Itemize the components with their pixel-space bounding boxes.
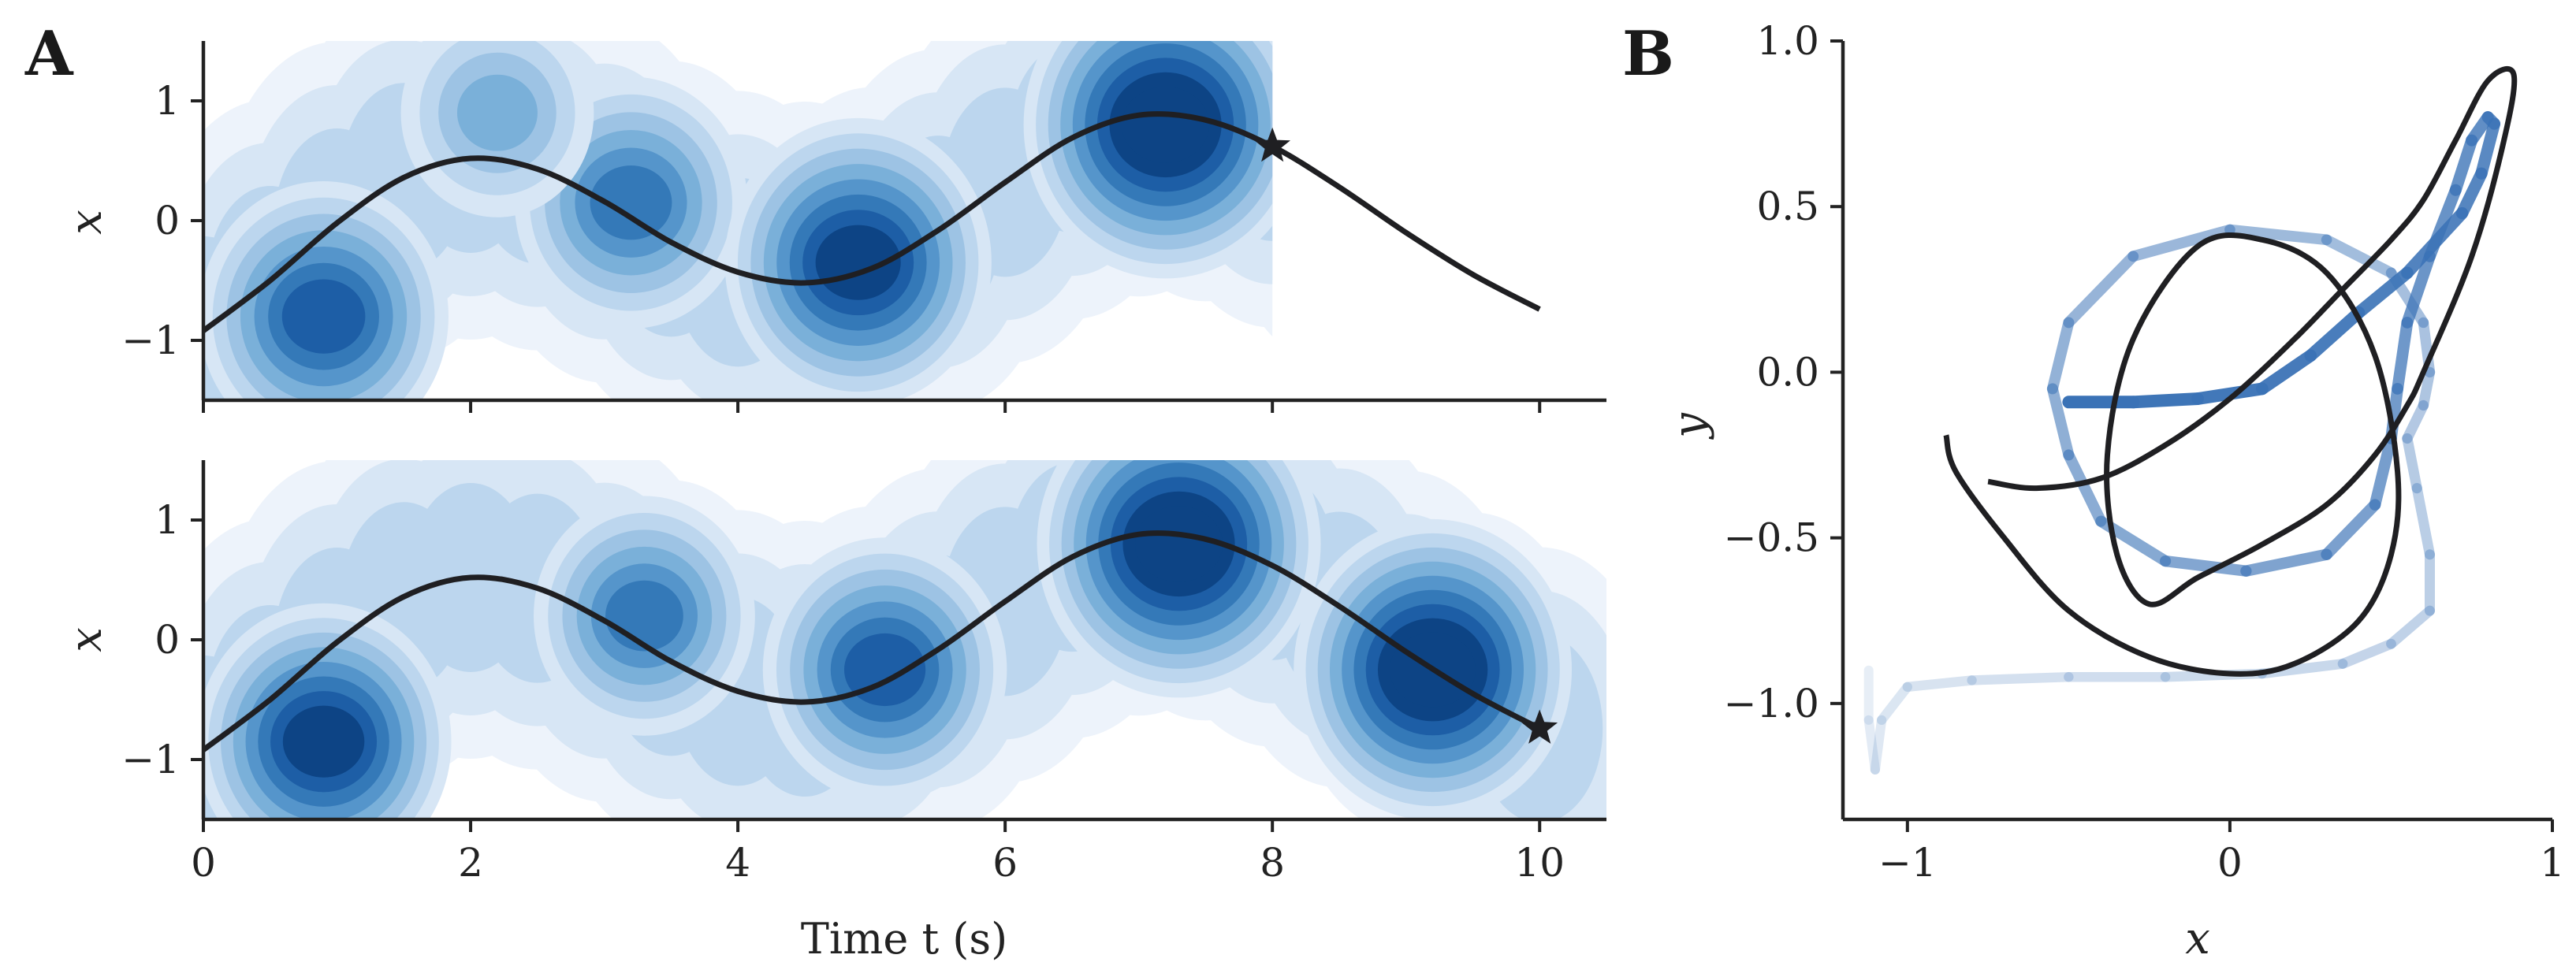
x-tick-label: 1 xyxy=(2540,840,2565,886)
blue-trajectory-segment xyxy=(2337,638,2396,669)
density-contour xyxy=(282,705,365,778)
density-contour xyxy=(590,165,672,240)
x-tick-label: −1 xyxy=(1878,840,1937,886)
blue-trajectory-segment xyxy=(2401,206,2469,280)
blue-trajectory-segment xyxy=(1902,675,1977,692)
blue-trajectory-segment xyxy=(2159,555,2252,577)
panel-b: −1.0 −0.5 0.0 0.5 1.0 −1 0 1 B y x xyxy=(1622,18,2565,964)
y-tick-label: 0 xyxy=(154,617,180,663)
blue-trajectory-segment xyxy=(2449,134,2478,196)
y-tick-label: −1 xyxy=(121,737,180,782)
y-tick-label: 0.0 xyxy=(1756,349,1819,395)
y-tick-label: −0.5 xyxy=(1724,515,1819,561)
blue-trajectory-segment xyxy=(2191,382,2269,405)
blue-trajectory-segment xyxy=(2304,306,2366,362)
a-bottom-star-marker xyxy=(1521,709,1558,744)
x-tick-label: 4 xyxy=(725,840,750,886)
blue-trajectory-segment xyxy=(2402,399,2429,444)
a-bottom-xlabel: Time t (s) xyxy=(801,914,1007,964)
blue-trajectory-segment xyxy=(2418,366,2436,411)
y-tick-label: 1 xyxy=(154,497,180,543)
blue-trajectory-segment xyxy=(2046,317,2075,395)
density-contour xyxy=(281,279,366,354)
blue-trajectory-segment xyxy=(2386,605,2435,649)
blue-trajectory-segment xyxy=(2369,433,2397,511)
density-contour xyxy=(605,580,683,652)
density-contour xyxy=(1122,87,1210,163)
blue-trajectory-segment xyxy=(2063,251,2139,329)
blue-trajectory-segment xyxy=(2255,349,2317,396)
blue-trajectory-segment xyxy=(1870,715,1887,775)
a-bottom-trajectory-line xyxy=(203,530,1541,752)
blue-trajectory-segment xyxy=(1967,672,2074,685)
blue-trajectory-segment xyxy=(2224,224,2332,246)
y-tick-label: −1 xyxy=(121,318,180,363)
a-top-trajectory-line xyxy=(203,111,1541,333)
a-top-density-contours xyxy=(203,41,1658,490)
blue-trajectory-segment xyxy=(2401,250,2436,329)
b-black-trajectory xyxy=(1943,65,2518,677)
blue-trajectory-segment xyxy=(1876,682,1912,726)
y-tick-label: 0 xyxy=(154,198,180,243)
b-xlabel: x xyxy=(2185,913,2210,964)
a-top-star-marker xyxy=(1254,127,1290,162)
b-ylabel: y xyxy=(1664,412,1715,440)
x-tick-label: 8 xyxy=(1260,840,1285,886)
density-contour xyxy=(1421,128,1658,490)
blue-trajectory-segment xyxy=(2063,449,2107,527)
y-tick-label: 1.0 xyxy=(1756,18,1819,64)
a-bottom-density-contours xyxy=(203,460,1606,819)
blue-trajectory-segment xyxy=(2046,383,2075,461)
blue-trajectory-segment xyxy=(2352,266,2414,319)
blue-trajectory-segment xyxy=(2392,317,2414,395)
x-tick-label: 10 xyxy=(1514,840,1565,886)
a-top-ylabel: x xyxy=(61,210,112,235)
y-tick-label: 0.5 xyxy=(1756,184,1819,229)
x-tick-label: 6 xyxy=(992,840,1018,886)
blue-trajectory-segment xyxy=(2127,392,2204,409)
blue-trajectory-segment xyxy=(2455,167,2488,220)
blue-trajectory-segment xyxy=(2402,433,2422,494)
x-tick-label: 0 xyxy=(191,840,216,886)
panel-label-b: B xyxy=(1622,18,1674,90)
blue-trajectory-segment xyxy=(1863,715,1880,775)
y-tick-label: −1.0 xyxy=(1724,681,1819,726)
blue-trajectory-segment xyxy=(2411,483,2436,560)
blue-trajectory-segment xyxy=(2321,234,2397,279)
density-contour xyxy=(456,74,538,151)
panel-label-a: A xyxy=(24,18,74,90)
blue-trajectory-segment xyxy=(2321,499,2381,560)
blue-trajectory-segment xyxy=(2475,117,2501,180)
blue-trajectory-segment xyxy=(2127,224,2235,262)
x-tick-label: 0 xyxy=(2217,840,2243,886)
blue-trajectory-segment xyxy=(2240,548,2332,577)
density-contour xyxy=(1476,214,1603,403)
density-contour xyxy=(1134,506,1223,582)
a-bottom-ylabel: x xyxy=(61,627,112,652)
b-axes: −1.0 −0.5 0.0 0.5 1.0 −1 0 1 xyxy=(1724,18,2565,886)
b-blue-trajectory xyxy=(1863,111,2501,775)
x-tick-label: 2 xyxy=(458,840,483,886)
a-top-axes: −1 0 1 xyxy=(121,41,1606,413)
y-tick-label: 1 xyxy=(154,78,180,124)
panel-a-top: −1 0 1 A x xyxy=(24,18,1658,490)
